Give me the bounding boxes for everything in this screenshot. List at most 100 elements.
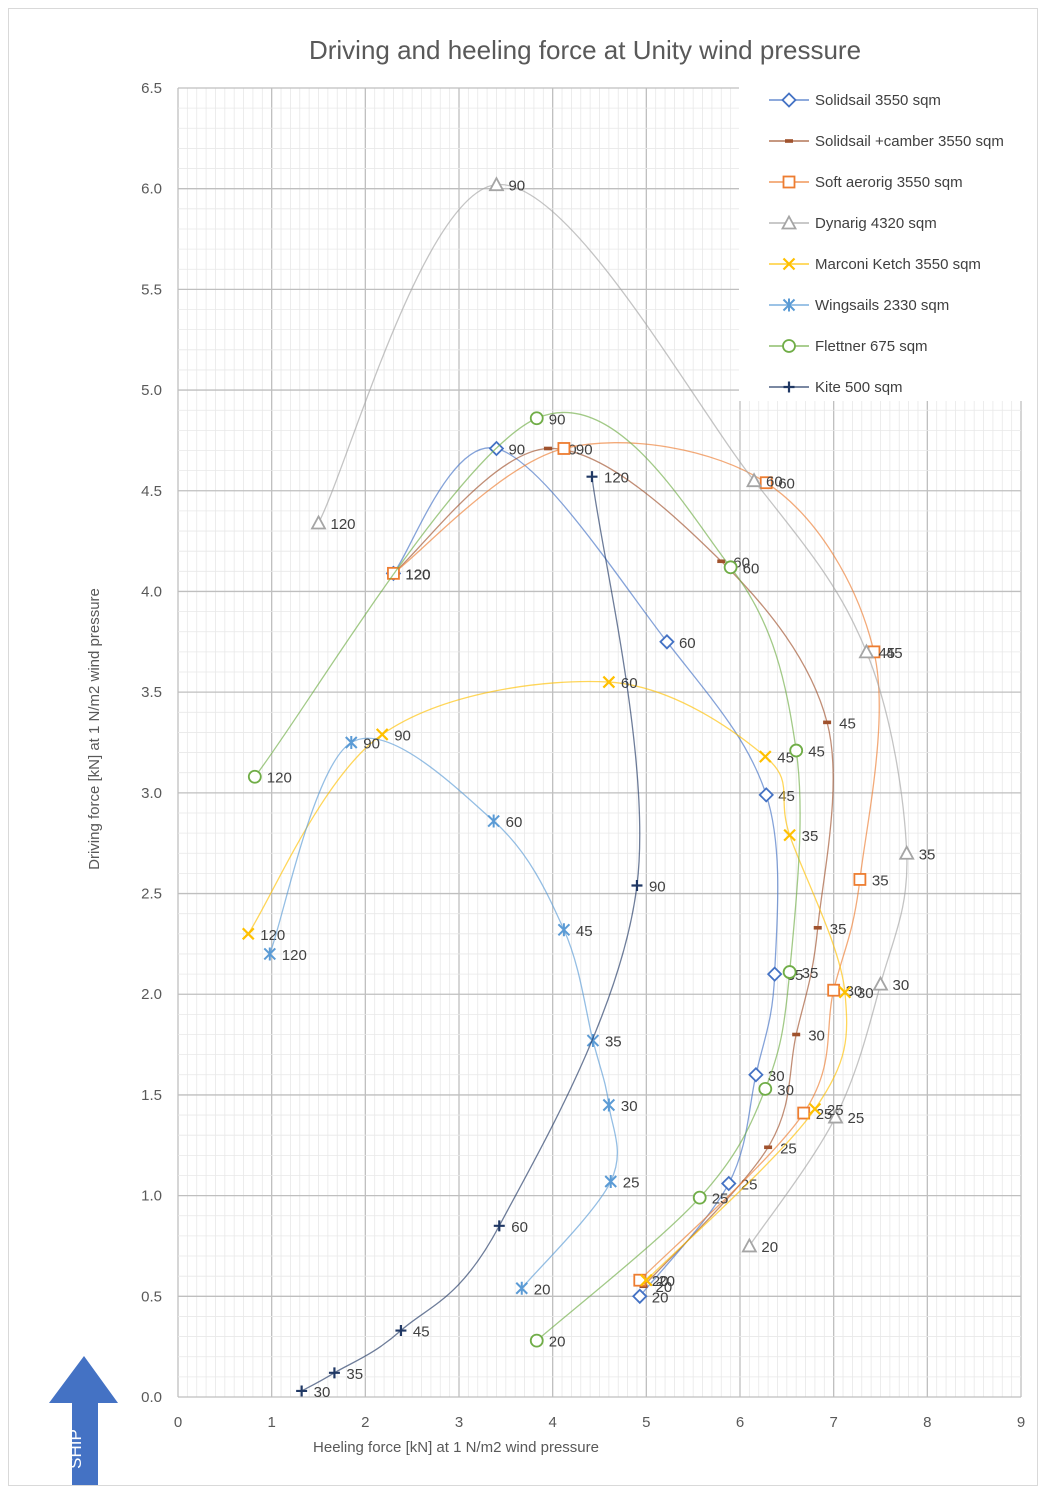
data-point <box>604 1175 617 1189</box>
data-label: 90 <box>363 736 380 753</box>
data-point <box>723 560 738 575</box>
series-line <box>393 442 880 1281</box>
data-point <box>263 947 277 961</box>
y-tick-label: 3.5 <box>141 684 162 701</box>
y-tick-label: 2.5 <box>141 886 162 903</box>
data-point <box>543 446 552 451</box>
x-tick-label: 9 <box>1017 1414 1025 1431</box>
legend-marker <box>780 214 798 230</box>
data-point <box>632 1288 648 1305</box>
data-label: 45 <box>878 645 895 662</box>
legend-label: Solidsail +camber 3550 sqm <box>815 133 1004 150</box>
chart-svg: Driving and heeling force at Unity wind … <box>49 35 1029 1485</box>
y-tick-label: 0.5 <box>141 1288 162 1305</box>
data-label: 120 <box>405 566 430 583</box>
data-label: 30 <box>621 1098 638 1115</box>
data-point <box>782 965 797 979</box>
data-point <box>823 720 832 725</box>
data-point <box>748 1067 764 1083</box>
axes: 0 1 2 3 4 5 6 7 8 90.00.51.01.52.02.53.03.54.04.5… <box>141 80 1025 1431</box>
data-point <box>717 559 726 564</box>
y-tick-label: 0.0 <box>141 1389 162 1406</box>
y-tick-label: 5.0 <box>141 382 162 399</box>
data-label: 25 <box>623 1175 640 1192</box>
data-label: 30 <box>893 977 910 994</box>
data-point <box>310 514 327 530</box>
data-point <box>813 925 822 930</box>
x-tick-label: 3 <box>455 1414 463 1431</box>
x-tick-label: 4 <box>548 1414 556 1431</box>
data-point <box>758 1081 773 1096</box>
legend-label: Wingsails 2330 sqm <box>815 297 949 314</box>
legend-marker <box>782 257 796 271</box>
data-label: 45 <box>576 923 593 940</box>
data-point <box>557 923 571 937</box>
data-label: 120 <box>405 566 430 583</box>
data-label: 45 <box>778 788 795 805</box>
data-label: 20 <box>549 1334 566 1351</box>
legend-label: Dynarig 4320 sqm <box>815 215 937 232</box>
data-label: 45 <box>777 750 794 767</box>
series-line <box>301 476 641 1392</box>
ship-arrow: SHIP <box>49 1356 118 1485</box>
data-point <box>792 1032 801 1037</box>
data-point <box>872 975 889 991</box>
data-label: 120 <box>331 516 356 533</box>
chart-frame: Driving and heeling force at Unity wind … <box>8 8 1038 1486</box>
legend-label: Marconi Ketch 3550 sqm <box>815 256 981 273</box>
x-axis-label: Heeling force [kN] at 1 N/m2 wind pressu… <box>313 1439 599 1456</box>
legend-marker <box>785 139 793 143</box>
data-point <box>345 736 358 749</box>
y-tick-label: 4.0 <box>141 583 162 600</box>
data-label: 60 <box>766 474 783 491</box>
data-point <box>241 927 255 941</box>
data-point <box>387 566 400 580</box>
data-point <box>529 1333 544 1348</box>
y-tick-label: 4.5 <box>141 483 162 500</box>
data-label: 25 <box>848 1110 865 1127</box>
legend-entry: Marconi Ketch 3550 sqm <box>769 256 981 273</box>
data-label: 60 <box>778 476 795 493</box>
data-label: 30 <box>777 1082 794 1099</box>
data-point <box>602 1098 616 1112</box>
x-tick-label: 5 <box>642 1414 650 1431</box>
data-label: 120 <box>282 947 307 964</box>
data-point <box>858 643 875 659</box>
y-tick-label: 6.0 <box>141 181 162 198</box>
data-point <box>720 1175 737 1192</box>
legend-label: Soft aerorig 3550 sqm <box>815 174 963 191</box>
series-line <box>393 447 834 1287</box>
data-point <box>853 873 867 886</box>
data-point <box>488 176 505 192</box>
data-point <box>758 787 774 803</box>
data-label: 35 <box>346 1366 363 1383</box>
series-0: 20 25 30 35 45 60 90 120 <box>385 440 803 1306</box>
data-point <box>783 828 796 842</box>
data-label: 35 <box>802 828 819 845</box>
data-label: 20 <box>652 1289 669 1306</box>
legend-entry: Wingsails 2330 sqm <box>769 297 949 314</box>
series-4: 20 25 30 35 45 60 90 120 <box>241 675 874 1290</box>
y-tick-label: 3.0 <box>141 785 162 802</box>
x-tick-label: 2 <box>361 1414 369 1431</box>
data-point <box>766 966 783 982</box>
legend-marker <box>781 92 797 108</box>
data-label: 20 <box>656 1279 673 1296</box>
data-point <box>827 983 841 997</box>
data-point <box>827 1108 844 1124</box>
series-layer: 2025303545609012020253035456090120202530… <box>241 176 936 1401</box>
data-point <box>586 471 598 483</box>
series-line <box>317 183 908 1247</box>
data-label: 60 <box>743 560 760 577</box>
legend-entry: Soft aerorig 3550 sqm <box>769 174 963 191</box>
legend-entry: Solidsail 3550 sqm <box>769 92 941 109</box>
x-tick-label: 0 <box>174 1414 182 1431</box>
data-label: 30 <box>314 1384 331 1401</box>
series-line <box>269 737 618 1289</box>
legend: Solidsail 3550 sqm Solidsail +camber 3550… <box>769 92 1004 396</box>
data-label: 35 <box>830 921 847 938</box>
data-point <box>741 1237 758 1253</box>
data-label: 35 <box>919 846 936 863</box>
data-label: 20 <box>761 1239 778 1256</box>
data-label: 120 <box>405 566 430 583</box>
